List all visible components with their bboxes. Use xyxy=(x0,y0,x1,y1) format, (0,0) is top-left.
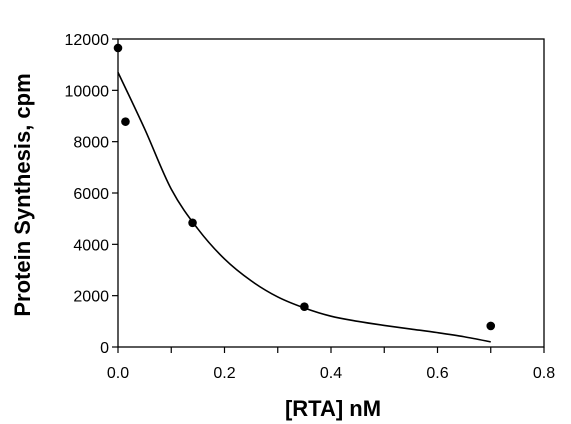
data-point xyxy=(188,218,197,228)
plot-area: 0 2000 4000 6000 8000 10000 12000 0.0 0.2 0.4 0.6… xyxy=(65,32,556,382)
y-axis-title: Protein Synthesis, cpm xyxy=(10,73,35,316)
plot-frame xyxy=(117,38,545,348)
x-tick-label: 0.0 xyxy=(107,365,129,382)
fitted-curve xyxy=(117,72,491,343)
x-tick-label: 0.2 xyxy=(213,365,235,382)
x-axis-title: [RTA] nM xyxy=(285,396,381,421)
y-tick-label: 2000 xyxy=(73,289,109,306)
data-point xyxy=(121,117,130,126)
y-tick-label: 12000 xyxy=(65,32,110,49)
data-point xyxy=(486,321,496,331)
y-tick-label: 10000 xyxy=(65,83,110,100)
x-axis-ticks xyxy=(117,347,545,353)
y-tick-label: 6000 xyxy=(73,186,109,203)
x-tick-label: 0.6 xyxy=(426,365,448,382)
data-point xyxy=(113,43,123,53)
y-tick-label: 0 xyxy=(100,340,109,357)
x-tick-label: 0.8 xyxy=(533,365,555,382)
data-point xyxy=(300,302,309,312)
y-axis-ticks xyxy=(112,38,118,348)
y-tick-label: 8000 xyxy=(73,135,109,152)
data-points xyxy=(113,43,496,331)
y-axis-tick-labels: 0 2000 4000 6000 8000 10000 12000 xyxy=(65,32,110,357)
x-axis-tick-labels: 0.0 0.2 0.4 0.6 0.8 xyxy=(107,365,555,382)
y-tick-label: 4000 xyxy=(73,237,109,254)
x-tick-label: 0.4 xyxy=(320,365,342,382)
